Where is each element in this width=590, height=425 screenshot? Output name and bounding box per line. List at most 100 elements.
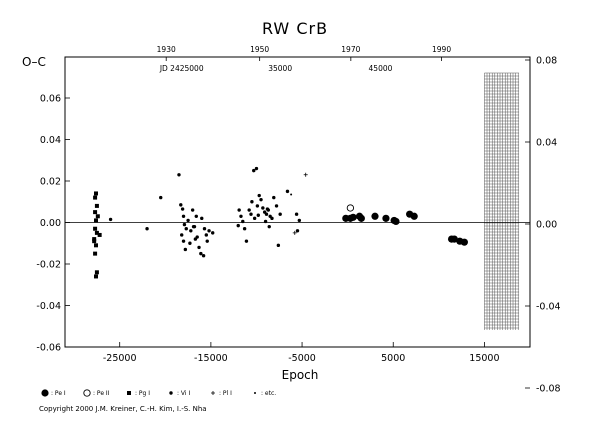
y-tick-label-left: -0.06 <box>36 343 61 354</box>
legend-label: : Pg I <box>135 390 150 397</box>
data-point <box>460 238 468 246</box>
data-point <box>255 204 260 208</box>
legend-marker <box>254 392 256 394</box>
data-point <box>202 227 207 231</box>
data-point <box>249 212 253 216</box>
data-point <box>211 231 215 235</box>
y-tick-label-left: -0.04 <box>36 301 61 312</box>
data-point <box>197 245 201 250</box>
legend-label: : Vi I <box>177 390 190 397</box>
data-point <box>93 210 98 215</box>
data-point <box>290 193 293 196</box>
x-tick-label: -25000 <box>103 353 137 364</box>
data-point <box>188 241 192 245</box>
data-point <box>94 274 98 279</box>
data-point <box>94 203 99 208</box>
data-point <box>349 213 357 221</box>
data-point <box>259 197 263 202</box>
year-tick-label: 1930 <box>157 45 176 54</box>
data-point <box>108 217 113 222</box>
data-point <box>250 200 254 204</box>
data-point <box>184 227 188 231</box>
data-point <box>297 218 302 223</box>
data-point <box>303 172 308 177</box>
legend-label: : Pl I <box>219 390 232 397</box>
legend-marker <box>83 389 91 397</box>
data-point <box>95 214 100 219</box>
data-point <box>182 222 187 227</box>
data-point <box>371 212 379 220</box>
data-point <box>264 212 269 216</box>
year-tick-label: 1990 <box>432 45 451 54</box>
data-point <box>159 195 163 200</box>
data-point <box>93 226 98 231</box>
data-point <box>270 216 274 221</box>
y-tick-label-right: 0.08 <box>536 56 557 67</box>
legend-marker <box>41 389 49 397</box>
data-point <box>194 214 198 218</box>
data-point <box>265 207 270 211</box>
plot-frame <box>64 56 531 348</box>
data-point <box>292 230 297 235</box>
data-point <box>285 189 290 194</box>
year-tick-label: 1950 <box>250 45 269 54</box>
legend-label: : Pe I <box>51 390 66 397</box>
legend: : Pe I: Pe II: Pg I: Vi I: Pl I: etc. <box>41 389 276 397</box>
data-point <box>410 212 418 220</box>
y-tick-label-right: 0.00 <box>536 220 557 231</box>
axis-ticks: -25000 -15000 -5000 5000 15000 -0.06 -0.04 -0.0… <box>36 45 560 395</box>
legend-marker <box>211 391 215 395</box>
data-points <box>92 166 468 279</box>
data-point <box>94 243 98 248</box>
data-point <box>201 254 206 258</box>
data-point <box>191 224 196 229</box>
data-point <box>204 233 209 237</box>
x-tick-label: 15000 <box>469 353 499 364</box>
data-point <box>392 217 400 226</box>
data-point <box>94 270 99 275</box>
data-point <box>181 214 186 218</box>
data-point <box>357 214 365 222</box>
data-point <box>254 166 259 171</box>
y-axis-label: O–C <box>22 55 46 69</box>
data-point <box>239 214 243 218</box>
data-point <box>256 213 260 217</box>
y-tick-label-left: 0.04 <box>40 135 61 146</box>
y-tick-label-left: 0.06 <box>40 94 61 105</box>
data-point <box>145 227 149 231</box>
y-tick-label-right: -0.04 <box>536 302 561 313</box>
y-tick-label-right: -0.08 <box>536 384 561 395</box>
hatched-region <box>484 72 520 330</box>
data-point <box>94 191 98 196</box>
jd-tick-label: 45000 <box>369 64 393 73</box>
data-point <box>189 229 193 233</box>
data-point <box>177 173 181 177</box>
y-tick-label-left: -0.02 <box>36 260 61 271</box>
copyright-text: Copyright 2000 J.M. Kreiner, C.-H. Kim, … <box>39 405 207 413</box>
data-point <box>207 229 211 233</box>
data-point <box>252 168 256 173</box>
data-point <box>93 251 98 256</box>
data-point <box>346 204 355 212</box>
data-point <box>190 208 195 212</box>
data-point <box>92 239 97 244</box>
data-point <box>294 212 299 216</box>
data-point <box>242 227 247 231</box>
y-tick-label-left: 0.02 <box>40 177 61 188</box>
jd-tick-label: 35000 <box>268 64 292 73</box>
y-tick-label-left: 0.00 <box>40 218 61 229</box>
data-point <box>382 214 390 222</box>
data-point <box>261 206 265 210</box>
data-point <box>257 193 261 198</box>
data-point <box>94 230 99 235</box>
data-point <box>278 212 282 216</box>
x-axis-label: Epoch <box>282 368 319 382</box>
data-point <box>97 232 102 237</box>
data-point <box>236 223 240 228</box>
data-point <box>199 251 203 256</box>
jd-tick-label: JD 2425000 <box>159 64 204 73</box>
data-point <box>186 218 190 223</box>
data-point <box>180 207 185 211</box>
data-point <box>181 239 186 243</box>
